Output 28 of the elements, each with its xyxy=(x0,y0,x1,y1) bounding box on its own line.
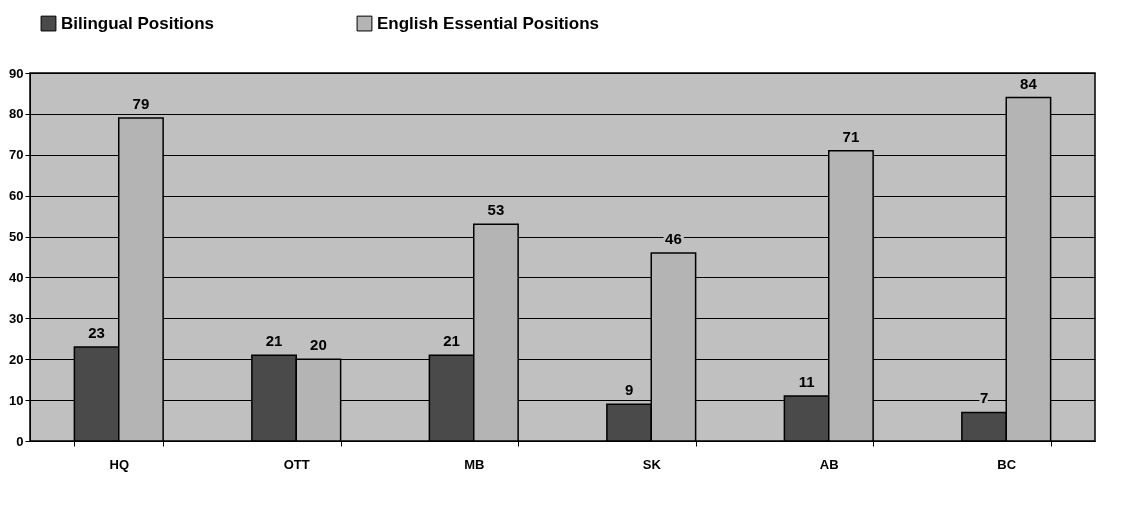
x-tick-label: OTT xyxy=(283,456,310,472)
y-tick-label: 40 xyxy=(9,269,24,285)
data-label: 71 xyxy=(842,127,860,145)
y-tick-label: 80 xyxy=(9,106,24,122)
x-tick-label: MB xyxy=(464,456,485,472)
x-tick-label: AB xyxy=(819,456,839,472)
data-label: 79 xyxy=(132,94,150,112)
y-tick-label: 70 xyxy=(9,147,24,163)
x-tick-label: SK xyxy=(642,456,662,472)
data-label: 84 xyxy=(1020,74,1038,92)
x-tick-label: BC xyxy=(997,456,1017,472)
y-tick-label: 0 xyxy=(16,433,24,449)
y-tick-label: 50 xyxy=(9,229,24,245)
data-label: 9 xyxy=(624,381,634,399)
data-label: 53 xyxy=(487,201,505,219)
x-tick-label: HQ xyxy=(109,456,129,472)
y-tick-label: 90 xyxy=(9,65,24,81)
y-tick-label: 10 xyxy=(9,392,24,408)
y-tick-label: 30 xyxy=(9,310,24,326)
data-label: 21 xyxy=(443,332,460,350)
data-label: 21 xyxy=(265,332,283,350)
data-label: 23 xyxy=(88,323,105,341)
y-tick-label: 60 xyxy=(9,188,24,204)
y-tick-label: 20 xyxy=(9,351,24,367)
data-label: 11 xyxy=(798,373,815,391)
data-label: 20 xyxy=(310,336,327,354)
legend-label: English Essential Positions xyxy=(377,13,599,33)
legend-label: Bilingual Positions xyxy=(61,13,215,33)
